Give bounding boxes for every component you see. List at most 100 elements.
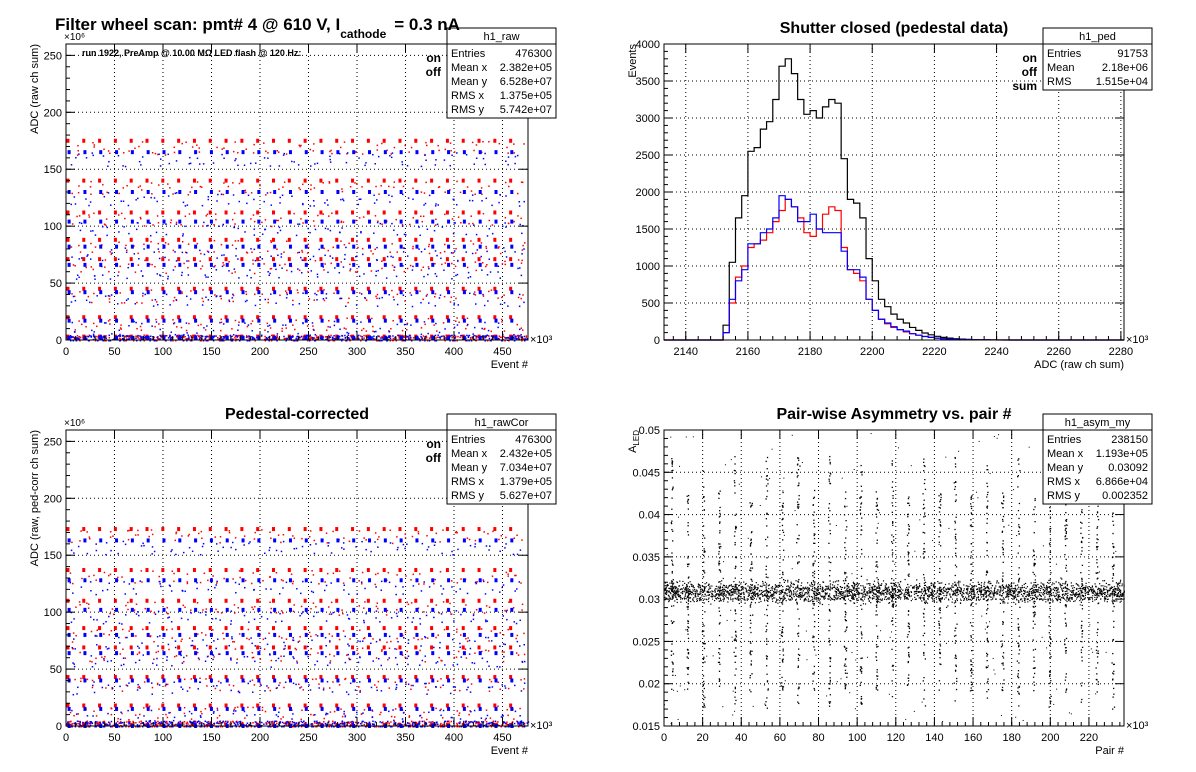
on-point <box>74 723 76 725</box>
y-tick-label: 2000 <box>636 187 660 199</box>
on-point <box>80 680 82 683</box>
on-point <box>185 251 187 254</box>
on-point <box>240 645 244 650</box>
on-point <box>508 340 510 342</box>
off-point <box>478 318 482 323</box>
off-point <box>399 651 403 656</box>
off-point <box>222 546 224 549</box>
on-point <box>390 153 392 155</box>
off-point <box>175 223 178 225</box>
on-point <box>277 337 280 340</box>
off-point <box>273 318 277 323</box>
off-point <box>135 337 137 340</box>
on-point <box>267 298 270 301</box>
on-point <box>263 263 265 265</box>
off-point <box>118 622 121 625</box>
off-point <box>411 269 414 271</box>
off-point <box>162 318 166 323</box>
on-point <box>315 335 318 337</box>
on-point <box>330 601 333 604</box>
off-point <box>270 255 272 257</box>
on-point <box>113 138 117 143</box>
off-point <box>359 656 361 659</box>
on-point <box>70 720 72 723</box>
off-point <box>278 711 280 714</box>
off-point <box>399 335 403 340</box>
off-point <box>325 644 327 647</box>
on-point <box>382 237 386 242</box>
on-point <box>127 601 129 604</box>
stats-value: 5.742e+07 <box>500 104 552 116</box>
on-point <box>338 614 341 616</box>
on-point <box>192 568 196 573</box>
off-point <box>462 607 466 612</box>
off-point <box>200 334 203 337</box>
on-point <box>483 531 485 533</box>
off-point <box>393 229 395 232</box>
on-point <box>398 703 402 708</box>
on-point <box>415 721 418 724</box>
plot-data <box>66 527 530 728</box>
on-point <box>385 614 388 616</box>
on-point <box>312 220 315 222</box>
off-point <box>72 295 75 298</box>
off-point <box>146 244 150 249</box>
on-point <box>253 272 256 275</box>
off-point <box>272 336 275 339</box>
off-point <box>338 271 341 274</box>
on-point <box>177 703 181 708</box>
on-point <box>256 138 260 143</box>
on-point <box>372 638 374 640</box>
on-point <box>285 327 288 329</box>
off-point <box>304 318 308 323</box>
off-point <box>486 250 488 253</box>
off-point <box>254 162 257 164</box>
on-point <box>82 138 86 143</box>
on-point <box>342 630 345 632</box>
off-point <box>267 331 269 333</box>
off-point <box>275 268 277 271</box>
off-point <box>338 335 341 338</box>
on-point <box>341 715 344 718</box>
on-point <box>188 686 191 689</box>
on-point <box>156 724 158 727</box>
off-point <box>139 335 141 337</box>
off-point <box>126 277 128 280</box>
off-point <box>266 338 268 340</box>
off-point <box>207 276 209 278</box>
on-point <box>212 629 214 631</box>
on-point <box>466 266 469 269</box>
on-point <box>113 645 117 650</box>
off-point <box>373 726 376 728</box>
off-point <box>434 305 437 307</box>
y-tick-label: 1000 <box>636 261 660 273</box>
off-point <box>154 298 157 301</box>
off-point <box>473 163 476 165</box>
on-point <box>200 186 203 188</box>
off-point <box>516 588 518 590</box>
x-axis-title: Event # <box>491 359 529 371</box>
on-point <box>376 293 379 296</box>
off-point <box>150 196 152 199</box>
off-point <box>251 330 254 332</box>
off-point <box>71 709 73 712</box>
off-point <box>471 661 474 664</box>
off-point <box>187 274 190 276</box>
off-point <box>507 336 510 339</box>
on-point <box>180 640 182 642</box>
off-point <box>428 340 431 342</box>
on-point <box>301 537 303 540</box>
x-tick-label: 400 <box>445 346 463 358</box>
on-point <box>377 726 380 728</box>
on-point <box>349 263 351 266</box>
on-point <box>428 243 430 246</box>
off-point <box>424 248 426 250</box>
on-point <box>285 291 288 294</box>
off-point <box>478 678 482 683</box>
on-point <box>229 723 231 725</box>
off-point <box>470 340 473 342</box>
on-point <box>366 527 370 532</box>
off-point <box>489 271 492 273</box>
off-point <box>435 662 437 664</box>
on-point <box>120 726 123 728</box>
